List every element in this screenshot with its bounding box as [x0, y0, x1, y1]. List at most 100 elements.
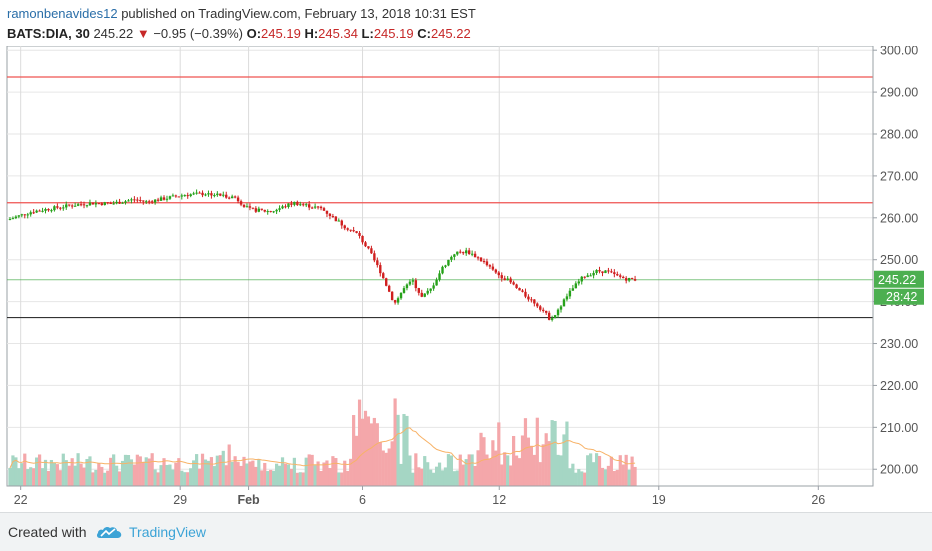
x-tick-label: 19 [652, 493, 666, 507]
volume-bar [372, 417, 376, 486]
candle-body [479, 257, 483, 262]
candle-body [207, 193, 210, 195]
volume-bar [624, 454, 628, 486]
volume-bar [349, 458, 353, 486]
candle-body [604, 270, 607, 274]
candle-body [204, 194, 207, 196]
volume-bar [366, 416, 371, 486]
tradingview-logo-icon[interactable] [96, 522, 124, 542]
volume-bar [449, 455, 453, 486]
candle-body [450, 256, 453, 260]
candle-body [180, 195, 183, 197]
candle-body [275, 209, 278, 212]
volume-bar [538, 462, 542, 486]
candle-body [278, 208, 281, 210]
volume-bar [589, 453, 593, 486]
candle-body [23, 214, 26, 216]
volume-bar [126, 455, 131, 486]
volume-bar [269, 469, 273, 486]
candle-body [32, 212, 35, 214]
candle-body [441, 266, 444, 274]
candle-body [272, 211, 275, 213]
candle-body [334, 216, 338, 222]
volume-bar [630, 456, 634, 486]
x-tick-label: 26 [811, 493, 825, 507]
volume-bar [61, 453, 65, 486]
candle-body [553, 315, 557, 319]
candle-body [316, 206, 320, 208]
candle-body [50, 210, 53, 212]
volume-bar [129, 459, 134, 486]
candle-body [462, 252, 465, 254]
candle-body [601, 271, 604, 274]
candle-body [189, 194, 192, 197]
candle-body [417, 288, 421, 293]
candle-body [210, 193, 213, 196]
candle-body [524, 291, 527, 297]
volume-bar [52, 462, 57, 486]
volume-bar [132, 464, 136, 486]
volume-bar [452, 471, 456, 486]
volume-bar [402, 414, 406, 486]
candle-body [139, 199, 142, 201]
current-price-box [874, 270, 924, 288]
volume-bar [520, 435, 525, 486]
volume-bar [458, 454, 462, 486]
tradingview-brand[interactable]: TradingView [129, 524, 207, 540]
candle-body [65, 204, 68, 208]
volume-bar [506, 455, 510, 486]
candle-body [44, 208, 47, 211]
time-axis: 22 29 Feb 6 12 19 26 [7, 485, 873, 507]
volume-bar [23, 453, 27, 486]
volume-bar [171, 469, 175, 486]
candle-body [130, 199, 133, 201]
candle-body [547, 312, 551, 320]
volume-bar [411, 472, 415, 486]
price-chart[interactable]: 300.00290.00280.00270.00260.00250.00240.… [0, 46, 932, 512]
volume-bar [494, 450, 498, 486]
volume-bar [147, 458, 151, 486]
volume-bar [331, 456, 335, 486]
author-link[interactable]: ramonbenavides12 [7, 6, 118, 21]
candle-body [97, 203, 101, 205]
volume-bar [283, 463, 288, 486]
candle-body [396, 298, 400, 303]
candle-body [438, 273, 441, 280]
volume-bar [106, 470, 110, 486]
volume-bar [254, 466, 258, 486]
candle-body [616, 274, 619, 276]
volume-bar [40, 468, 45, 486]
candle-body [509, 278, 512, 283]
candle-body [340, 220, 343, 226]
candle-body [473, 253, 477, 258]
volume-bar [35, 457, 39, 486]
candle-body [222, 194, 225, 196]
candle-body [150, 201, 154, 203]
candle-body [266, 211, 269, 213]
volume-bar [535, 417, 539, 486]
candle-body [236, 197, 240, 202]
volume-bar [46, 471, 51, 486]
volume-bar [434, 466, 439, 486]
candles [8, 189, 637, 322]
high-value: 245.34 [318, 26, 358, 41]
volume-bar [476, 450, 480, 486]
volume-bar [195, 454, 199, 486]
volume-bar [26, 469, 30, 486]
volume-bar [298, 472, 302, 486]
volume-bar [592, 462, 596, 486]
candle-body [411, 280, 415, 282]
candle-body [219, 193, 222, 196]
candle-body [435, 279, 438, 286]
candle-body [11, 218, 15, 220]
candle-body [239, 201, 243, 205]
volume-bar [295, 472, 299, 486]
candle-body [118, 201, 121, 204]
volume-bar [67, 465, 71, 486]
volume-bar [615, 469, 619, 486]
volume-bar [100, 466, 104, 486]
volume-bar [529, 445, 533, 486]
candle-body [405, 284, 409, 289]
candle-body [29, 212, 32, 215]
candle-body [533, 299, 536, 304]
